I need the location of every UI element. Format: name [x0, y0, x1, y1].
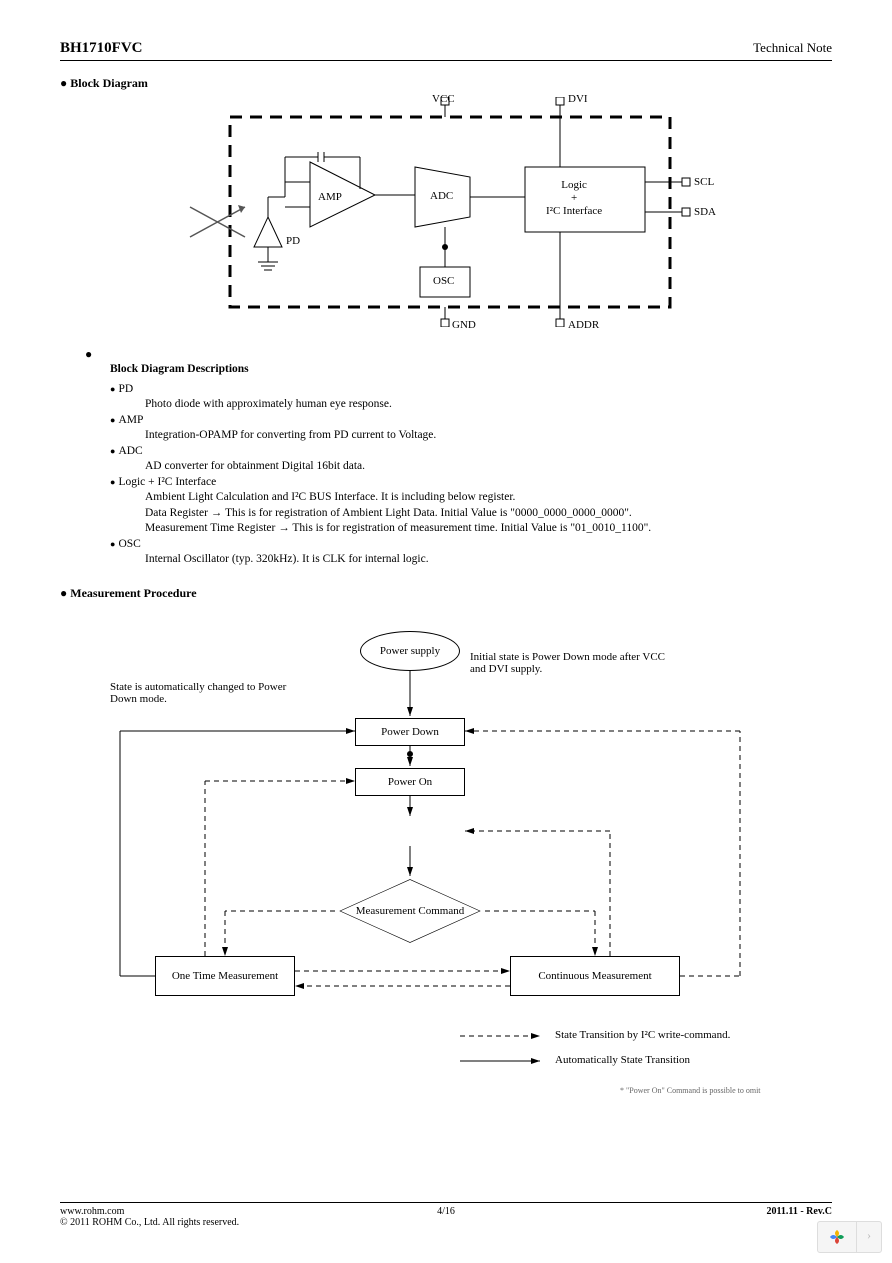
desc-title: Block Diagram Descriptions — [110, 362, 832, 378]
node-power-down: Power Down — [355, 718, 465, 746]
one-time-label: One Time Measurement — [172, 970, 278, 982]
gnd-pin: GND — [452, 319, 476, 331]
adc-label: ADC — [430, 190, 453, 202]
doc-type: Technical Note — [753, 40, 832, 57]
node-power-on: Power On — [355, 768, 465, 796]
desc-data-reg: Data Register → This is for registration… — [145, 506, 832, 522]
desc-adc-text: AD converter for obtainment Digital 16bi… — [145, 459, 832, 475]
section-title-procedure: Measurement Procedure — [60, 586, 832, 601]
power-supply-label: Power supply — [380, 645, 440, 657]
page-header: BH1710FVC Technical Note — [60, 40, 832, 61]
desc-mtime-reg: Measurement Time Register → This is for … — [145, 521, 832, 537]
amp-label: AMP — [318, 191, 342, 203]
flowchart: Power supply Power Down Power On Measure… — [60, 611, 832, 1111]
scl-pin: SCL — [694, 176, 714, 188]
footnote: * "Power On" Command is possible to omit — [620, 1086, 761, 1095]
section-title-block-diagram: Block Diagram — [60, 76, 832, 91]
pager-logo-icon — [818, 1222, 856, 1252]
power-down-label: Power Down — [381, 726, 439, 738]
annotation-auto-changed: State is automatically changed to Power … — [110, 681, 290, 705]
desc-logic-name: Logic + I²C Interface — [110, 475, 832, 491]
logic-label: Logic + I²C Interface — [546, 179, 602, 219]
desc-pd-name: PD — [110, 382, 832, 398]
pager-widget[interactable]: › — [817, 1221, 882, 1253]
page-footer: www.rohm.com 4/16 2011.11 - Rev.C © 2011… — [60, 1202, 832, 1228]
desc-osc-name: OSC — [110, 537, 832, 553]
desc-amp-name: AMP — [110, 413, 832, 429]
page-number: 4/16 — [437, 1206, 455, 1217]
dvi-pin: DVI — [568, 93, 588, 105]
footer-url: www.rohm.com — [60, 1206, 124, 1217]
addr-pin: ADDR — [568, 319, 599, 331]
power-on-label: Power On — [388, 776, 432, 788]
desc-logic-text: Ambient Light Calculation and I²C BUS In… — [145, 490, 832, 506]
node-power-supply: Power supply — [360, 631, 460, 671]
annotation-initial-state: Initial state is Power Down mode after V… — [470, 651, 670, 675]
pager-next-icon[interactable]: › — [856, 1222, 881, 1252]
desc-osc-text: Internal Oscillator (typ. 320kHz). It is… — [145, 552, 832, 568]
desc-adc-name: ADC — [110, 444, 832, 460]
node-meas-cmd: Measurement Command — [330, 876, 490, 946]
block-diagram: AMP ADC Logic + I²C Interface OSC PD VCC… — [60, 97, 832, 327]
vcc-pin: VCC — [432, 93, 455, 105]
osc-label: OSC — [433, 275, 454, 287]
legend-solid: Automatically State Transition — [555, 1054, 690, 1066]
desc-amp-text: Integration-OPAMP for converting from PD… — [145, 428, 832, 444]
sda-pin: SDA — [694, 206, 716, 218]
pd-label: PD — [286, 235, 300, 247]
desc-pd-text: Photo diode with approximately human eye… — [145, 397, 832, 413]
footer-revision: 2011.11 - Rev.C — [766, 1206, 832, 1217]
footer-copyright: © 2011 ROHM Co., Ltd. All rights reserve… — [60, 1217, 832, 1228]
node-one-time: One Time Measurement — [155, 956, 295, 996]
continuous-label: Continuous Measurement — [538, 970, 651, 982]
block-descriptions: Block Diagram Descriptions PD Photo diod… — [110, 362, 832, 568]
node-continuous: Continuous Measurement — [510, 956, 680, 996]
part-number: BH1710FVC — [60, 40, 143, 57]
meas-cmd-label: Measurement Command — [356, 905, 464, 917]
empty-bullet: ● — [85, 347, 832, 362]
legend-dashed: State Transition by I²C write-command. — [555, 1029, 730, 1041]
